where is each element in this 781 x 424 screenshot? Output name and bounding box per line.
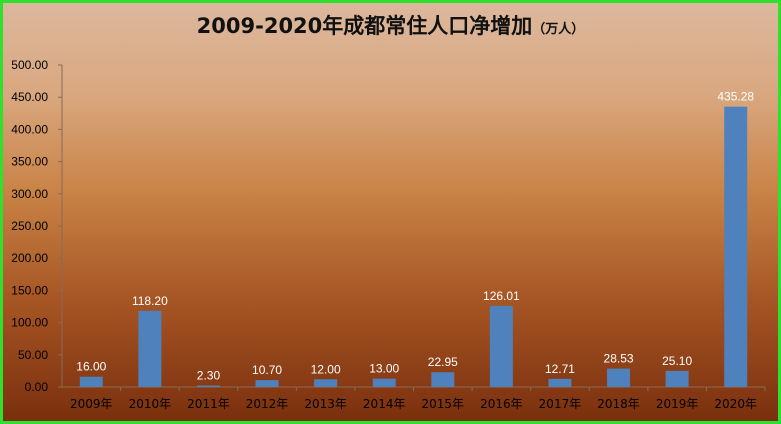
y-tick-label: 500.00 <box>11 58 48 72</box>
data-label: 28.53 <box>604 352 634 366</box>
x-tick-label: 2011年 <box>187 397 230 411</box>
x-tick-label: 2014年 <box>363 397 406 411</box>
bar <box>665 370 689 387</box>
bar <box>548 378 572 387</box>
x-tick-label: 2013年 <box>304 397 347 411</box>
x-tick-label: 2010年 <box>129 397 172 411</box>
bar <box>138 310 162 387</box>
bar <box>724 106 748 387</box>
y-tick-label: 200.00 <box>11 251 48 265</box>
data-label: 118.20 <box>132 294 168 308</box>
bar <box>255 380 279 387</box>
x-tick-label: 2019年 <box>656 397 699 411</box>
y-tick-label: 100.00 <box>11 316 48 330</box>
x-tick-label: 2018年 <box>597 397 640 411</box>
bar <box>372 378 396 387</box>
y-tick-label: 450.00 <box>11 90 48 104</box>
x-tick-label: 2012年 <box>246 397 289 411</box>
chart-title-unit: （万人） <box>532 22 585 37</box>
x-tick-label: 2017年 <box>539 397 582 411</box>
data-label: 25.10 <box>662 354 692 368</box>
y-tick-label: 300.00 <box>11 187 48 201</box>
data-label: 2.30 <box>197 369 221 383</box>
chart-title: 2009-2020年成都常住人口净增加（万人） <box>0 10 781 40</box>
bar <box>431 372 455 387</box>
x-tick-label: 2020年 <box>714 397 757 411</box>
bar <box>196 385 220 387</box>
y-tick-label: 0.00 <box>25 380 49 394</box>
data-label: 13.00 <box>369 362 399 376</box>
y-tick-label: 250.00 <box>11 219 48 233</box>
data-label: 16.00 <box>76 360 106 374</box>
bar <box>314 379 338 387</box>
data-label: 10.70 <box>252 363 282 377</box>
x-tick-label: 2015年 <box>422 397 465 411</box>
data-label: 126.01 <box>483 289 520 303</box>
y-tick-label: 400.00 <box>11 122 48 136</box>
data-label: 22.95 <box>428 355 458 369</box>
data-label: 12.00 <box>311 362 341 376</box>
bar <box>489 305 513 387</box>
data-label: 435.28 <box>717 90 754 104</box>
x-tick-label: 2009年 <box>70 397 113 411</box>
data-label: 12.71 <box>545 362 575 376</box>
y-tick-label: 350.00 <box>11 155 48 169</box>
y-tick-label: 150.00 <box>11 283 48 297</box>
bar <box>607 368 631 387</box>
chart-title-text: 2009-2020年成都常住人口净增加 <box>196 14 533 38</box>
y-tick-label: 50.00 <box>18 348 48 362</box>
bar <box>79 376 103 387</box>
x-tick-label: 2016年 <box>480 397 523 411</box>
